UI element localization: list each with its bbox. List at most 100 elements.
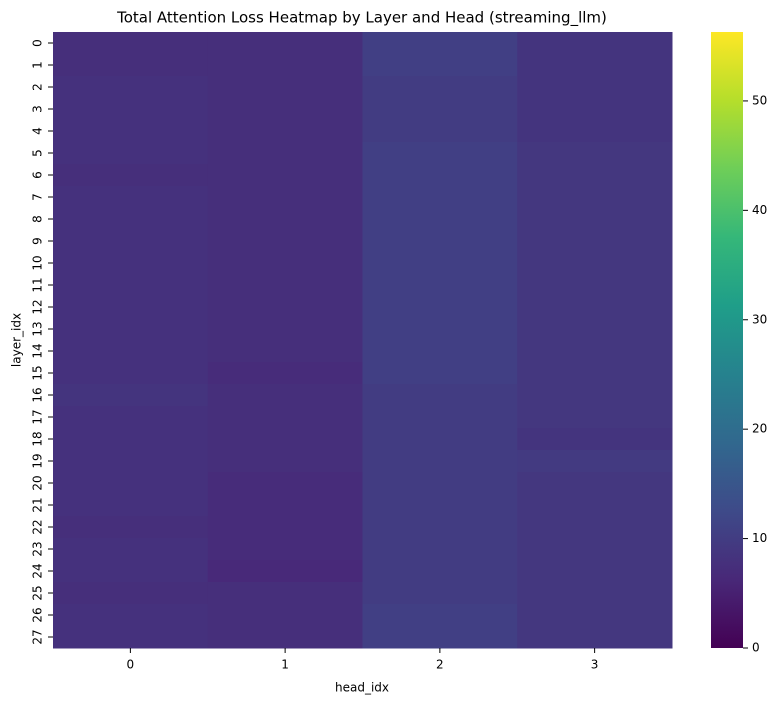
heatmap-cell [207, 406, 363, 429]
heatmap-cell [362, 582, 518, 605]
y-tick-label: 6 [31, 171, 45, 179]
heatmap-cell [517, 296, 673, 319]
colorbar-tick-label: 50 [752, 93, 767, 107]
heatmap-cell [362, 494, 518, 517]
heatmap-cell [207, 186, 363, 209]
heatmap-cell [207, 274, 363, 297]
y-tick-label: 4 [31, 127, 45, 135]
y-tick-label: 14 [31, 343, 45, 358]
y-tick-label: 18 [31, 431, 45, 446]
y-tick-label: 23 [31, 541, 45, 556]
heatmap-cell [53, 164, 209, 187]
heatmap-cell [207, 98, 363, 121]
y-tick-label: 22 [31, 519, 45, 534]
heatmap-cell [207, 428, 363, 451]
x-tick-label: 1 [281, 658, 289, 672]
heatmap-cell [517, 626, 673, 649]
heatmap-cell [517, 208, 673, 231]
heatmap-cell [53, 604, 209, 627]
heatmap-cell [517, 230, 673, 253]
heatmap-cell [53, 406, 209, 429]
heatmap-cell [53, 318, 209, 341]
y-tick-label: 2 [31, 83, 45, 91]
y-tick-label: 13 [31, 321, 45, 336]
colorbar-tick-label: 20 [752, 422, 767, 436]
heatmap-cell [517, 516, 673, 539]
heatmap-cell [362, 538, 518, 561]
y-tick-label: 10 [31, 255, 45, 270]
heatmap-cell [207, 494, 363, 517]
heatmap-cell [517, 164, 673, 187]
heatmap-cell [207, 120, 363, 143]
heatmap-cell [207, 208, 363, 231]
y-tick-label: 1 [31, 61, 45, 69]
heatmap-cell [207, 142, 363, 165]
heatmap-cell [53, 54, 209, 77]
y-tick-label: 26 [31, 607, 45, 622]
heatmap-cell [53, 252, 209, 275]
colorbar-tick-label: 30 [752, 312, 767, 326]
colorbar-tick-label: 0 [752, 641, 760, 655]
heatmap-cell [53, 538, 209, 561]
heatmap-cell [53, 76, 209, 99]
heatmap-cell [517, 560, 673, 583]
heatmap-cell [53, 384, 209, 407]
heatmap-cell [362, 450, 518, 473]
heatmap-cell [517, 32, 673, 55]
heatmap-cell [207, 340, 363, 363]
heatmap-cell [517, 274, 673, 297]
y-tick-label: 7 [31, 193, 45, 201]
heatmap-cell [362, 296, 518, 319]
heatmap-cell [53, 208, 209, 231]
heatmap-cell [517, 494, 673, 517]
heatmap-cell [207, 362, 363, 385]
x-axis-label: head_idx [335, 681, 389, 695]
heatmap-cell [207, 582, 363, 605]
y-tick-label: 17 [31, 409, 45, 424]
y-tick-label: 16 [31, 387, 45, 402]
y-tick-label: 5 [31, 149, 45, 157]
heatmap-cell [517, 76, 673, 99]
y-tick-label: 20 [31, 475, 45, 490]
heatmap-cell [517, 428, 673, 451]
heatmap-cell [53, 450, 209, 473]
heatmap-cell [53, 362, 209, 385]
heatmap-cell [362, 340, 518, 363]
heatmap-cell [362, 142, 518, 165]
y-tick-label: 25 [31, 585, 45, 600]
heatmap-cell [362, 120, 518, 143]
heatmap-cell [362, 32, 518, 55]
y-tick-label: 0 [31, 39, 45, 47]
heatmap-cell [517, 582, 673, 605]
heatmap-cell [517, 98, 673, 121]
heatmap-cell [517, 142, 673, 165]
heatmap-cell [53, 98, 209, 121]
heatmap-cell [362, 516, 518, 539]
heatmap-cell [517, 318, 673, 341]
colorbar [711, 32, 743, 648]
heatmap-cell [207, 384, 363, 407]
heatmap-cell [362, 230, 518, 253]
heatmap-cell [362, 164, 518, 187]
heatmap-cell [207, 626, 363, 649]
heatmap-cell [207, 318, 363, 341]
heatmap-cell [53, 186, 209, 209]
y-tick-label: 8 [31, 215, 45, 223]
heatmap-cell [517, 472, 673, 495]
heatmap-cell [517, 252, 673, 275]
chart-title: Total Attention Loss Heatmap by Layer an… [116, 9, 607, 28]
heatmap-cell [53, 494, 209, 517]
heatmap-cell [362, 76, 518, 99]
y-tick-label: 21 [31, 497, 45, 512]
heatmap-cell [53, 142, 209, 165]
heatmap-cell [362, 472, 518, 495]
heatmap-cell [53, 626, 209, 649]
heatmap-cell [362, 274, 518, 297]
heatmap-cell [207, 472, 363, 495]
x-tick-label: 0 [127, 658, 135, 672]
heatmap-cell [207, 230, 363, 253]
y-tick-label: 19 [31, 453, 45, 468]
heatmap-cell [53, 582, 209, 605]
heatmap-cell [517, 120, 673, 143]
